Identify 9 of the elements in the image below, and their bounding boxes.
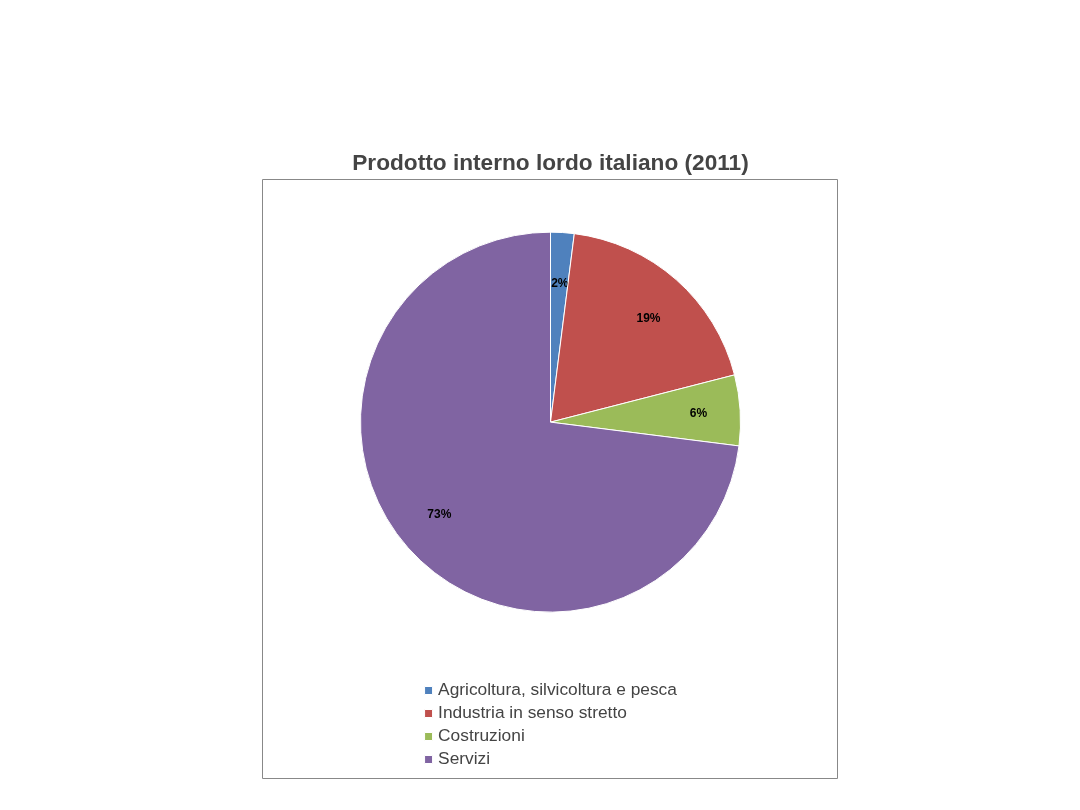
legend-label: Costruzioni: [438, 725, 525, 746]
data-label: 2%: [551, 276, 569, 291]
legend-label: Servizi: [438, 748, 491, 769]
chart-title: Prodotto interno lordo italiano (2011): [352, 148, 749, 175]
data-label: 73%: [427, 507, 452, 522]
data-label: 6%: [689, 406, 708, 421]
data-label: 19%: [636, 310, 661, 325]
legend-label: Industria in senso stretto: [438, 702, 627, 723]
legend-label: Agricoltura, silvicoltura e pesca: [438, 679, 677, 700]
